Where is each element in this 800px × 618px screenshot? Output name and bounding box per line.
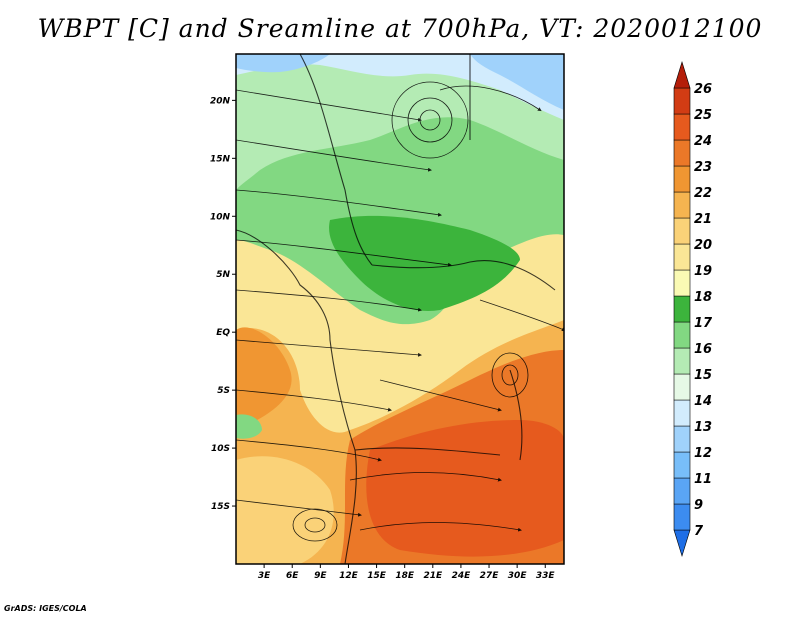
colorbar-label: 25 [694,108,712,123]
colorbar-swatch [673,451,691,479]
x-tick-label: 27E [480,571,500,581]
colorbar-swatch [673,477,691,505]
colorbar-swatch [673,399,691,427]
colorbar-swatch [673,295,691,323]
x-tick-label: 18E [395,571,415,581]
y-tick-label: 5S [217,386,230,396]
colorbar-label: 18 [694,290,712,305]
colorbar-swatch [673,529,691,558]
colorbar-swatch [673,373,691,401]
colorbar-swatch [673,347,691,375]
y-tick-label: 15S [211,502,230,512]
x-tick-label: 21E [423,571,443,581]
x-tick-label: 30E [508,571,528,581]
colorbar-swatch [673,321,691,349]
colorbar-swatch [673,243,691,271]
latitude-ticks: 20N 15N 10N 5N EQ 5S 10S 15S [210,96,236,512]
colorbar-swatch [673,87,691,115]
y-tick-label: EQ [216,328,230,338]
colorbar-swatch [673,503,691,531]
x-tick-label: 6E [286,571,299,581]
footer-credit: GrADS: IGES/COLA [4,604,87,613]
colorbar-label: 14 [694,394,712,409]
colorbar-label: 11 [694,472,712,487]
x-tick-label: 12E [339,571,359,581]
colorbar-label: 7 [694,524,704,539]
x-tick-label: 33E [536,571,556,581]
colorbar-label: 9 [694,498,703,513]
x-tick-label: 9E [314,571,327,581]
colorbar-label: 12 [694,446,712,461]
colorbar-swatch [673,60,691,89]
x-tick-label: 24E [452,571,472,581]
y-tick-label: 20N [210,96,231,106]
colorbar-label: 17 [694,316,713,331]
colorbar-swatch [673,425,691,453]
colorbar-swatch [673,269,691,297]
map-title: WBPT [C] and Sreamline at 700hPa, VT: 20… [37,14,763,43]
colorbar-swatch [673,139,691,167]
map-frame [235,53,565,565]
colorbar-swatch [673,113,691,141]
colorbar-label: 15 [694,368,712,383]
x-tick-label: 15E [367,571,387,581]
colorbar-swatch [673,165,691,193]
colorbar-label: 21 [694,212,712,227]
colorbar-label: 16 [694,342,712,357]
y-tick-label: 10N [210,212,231,222]
colorbar-label: 22 [694,186,712,201]
colorbar-label: 20 [694,238,712,253]
colorbar: 7 9 11 12 13 14 15 16 17 18 19 20 21 22 23 24 25 26 [673,60,713,558]
x-tick-label: 3E [258,571,271,581]
colorbar-label: 19 [694,264,712,279]
wbpt-field [236,54,564,564]
colorbar-swatch [673,191,691,219]
colorbar-label: 26 [694,82,712,97]
y-tick-label: 5N [216,270,230,280]
colorbar-label: 24 [694,134,712,149]
colorbar-label: 13 [694,420,712,435]
colorbar-swatch [673,217,691,245]
colorbar-label: 23 [694,160,712,175]
longitude-ticks: 3E 6E 9E 12E 15E 18E 21E 24E 27E 30E 33E [258,564,556,581]
y-tick-label: 10S [211,444,230,454]
y-tick-label: 15N [210,154,231,164]
